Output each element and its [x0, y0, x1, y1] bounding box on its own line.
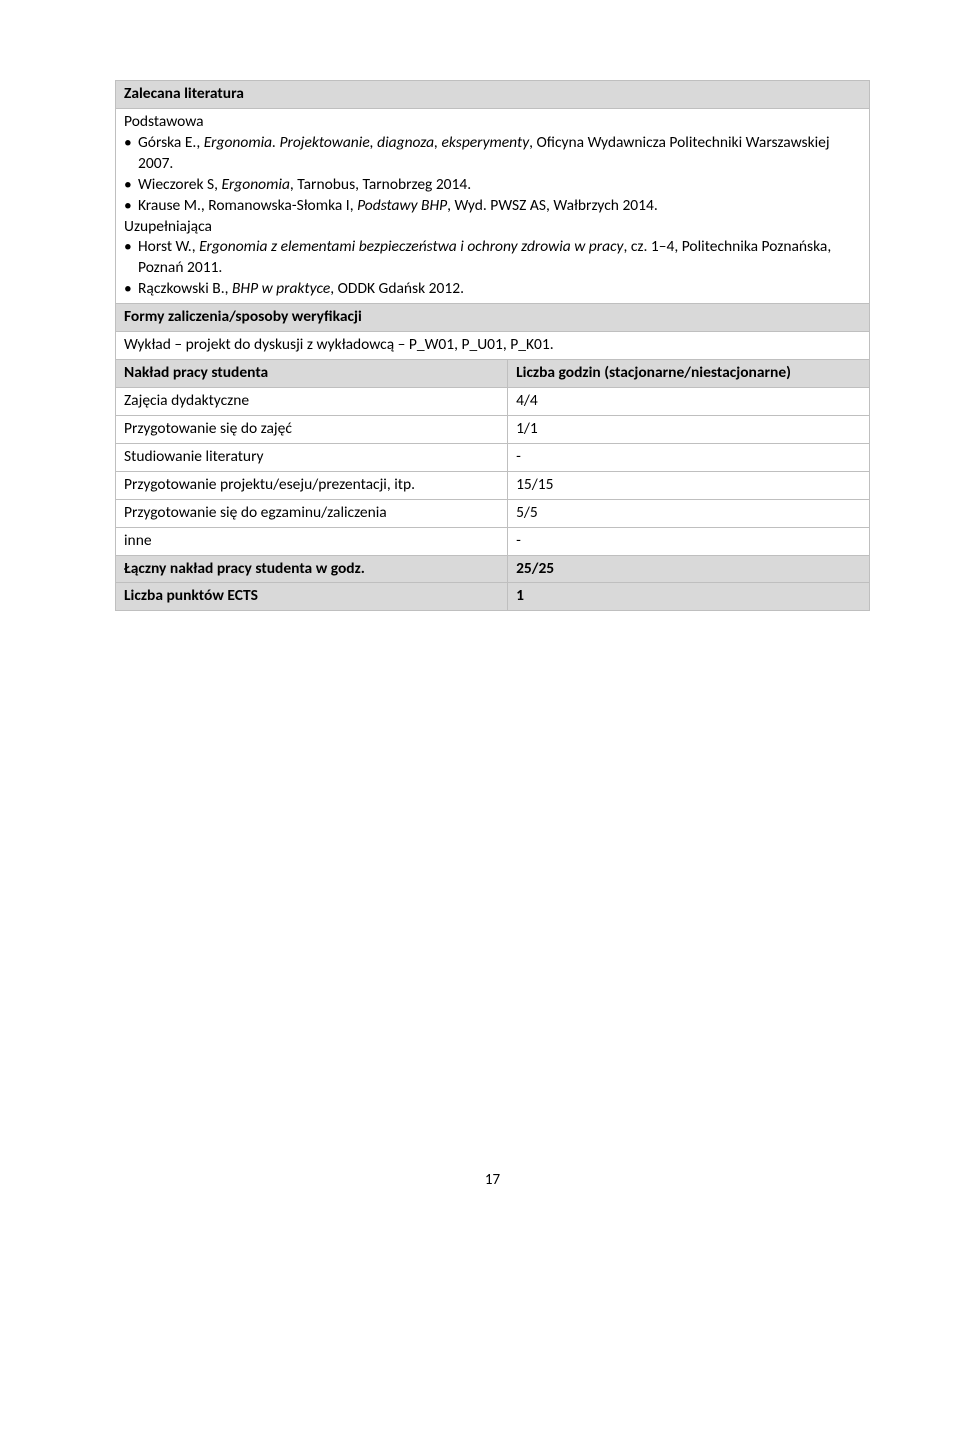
suppl-title: Uzupełniająca [124, 217, 861, 238]
lit-title-italic: Ergonomia z elementami bezpieczeństwa i … [199, 237, 623, 256]
row-ects: Liczba punktów ECTS 1 [116, 583, 870, 611]
forms-text: Wykład – projekt do dyskusji z wykładowc… [116, 332, 870, 360]
row-literature-content: Podstawowa Górska E., Ergonomia. Projekt… [116, 108, 870, 303]
lit-pre: Krause M., Romanowska-Słomka I, [138, 196, 357, 215]
workload-item-value: 1/1 [508, 415, 870, 443]
workload-item-value: 5/5 [508, 499, 870, 527]
workload-item-value: - [508, 527, 870, 555]
list-item: Górska E., Ergonomia. Projektowanie, dia… [138, 133, 861, 175]
workload-right: Liczba godzin (stacjonarne/niestacjonarn… [508, 360, 870, 388]
list-item: Rączkowski B., BHP w praktyce, ODDK Gdań… [138, 279, 861, 300]
workload-item-label: Przygotowanie projektu/eseju/prezentacji… [116, 471, 508, 499]
ects-right: 1 [508, 583, 870, 611]
table-row: Studiowanie literatury - [116, 443, 870, 471]
total-right: 25/25 [508, 555, 870, 583]
page-number: 17 [115, 1171, 870, 1189]
ects-left: Liczba punktów ECTS [116, 583, 508, 611]
lit-post: , Wyd. PWSZ AS, Wałbrzych 2014. [447, 196, 658, 215]
table-row: Przygotowanie projektu/eseju/prezentacji… [116, 471, 870, 499]
list-item: Wieczorek S, Ergonomia, Tarnobus, Tarnob… [138, 175, 861, 196]
row-forms-text: Wykład – projekt do dyskusji z wykładowc… [116, 332, 870, 360]
syllabus-table: Zalecana literatura Podstawowa Górska E.… [115, 80, 870, 611]
lit-pre: Górska E., [138, 133, 204, 152]
table-row: Przygotowanie się do zajęć 1/1 [116, 415, 870, 443]
lit-post: , ODDK Gdańsk 2012. [330, 279, 464, 298]
primary-title: Podstawowa [124, 112, 861, 133]
lit-title-italic: Ergonomia [222, 175, 290, 194]
page-container: Zalecana literatura Podstawowa Górska E.… [0, 0, 960, 1229]
table-row: Przygotowanie się do egzaminu/zaliczenia… [116, 499, 870, 527]
suppl-list: Horst W., Ergonomia z elementami bezpiec… [124, 237, 861, 300]
forms-title: Formy zaliczenia/sposoby weryfikacji [116, 304, 870, 332]
workload-item-label: Studiowanie literatury [116, 443, 508, 471]
lit-pre: Rączkowski B., [138, 279, 232, 298]
workload-item-label: Przygotowanie się do egzaminu/zaliczenia [116, 499, 508, 527]
lit-pre: Horst W., [138, 237, 199, 256]
workload-item-value: 15/15 [508, 471, 870, 499]
lit-title-italic: Ergonomia. Projektowanie, diagnoza, eksp… [204, 133, 529, 152]
lit-title-italic: BHP w praktyce [232, 279, 330, 298]
recommended-lit-title: Zalecana literatura [116, 81, 870, 109]
workload-item-value: - [508, 443, 870, 471]
workload-item-label: Przygotowanie się do zajęć [116, 415, 508, 443]
table-row: inne - [116, 527, 870, 555]
total-left: Łączny nakład pracy studenta w godz. [116, 555, 508, 583]
table-row: Zajęcia dydaktyczne 4/4 [116, 387, 870, 415]
lit-post: , Tarnobus, Tarnobrzeg 2014. [290, 175, 471, 194]
row-forms-title: Formy zaliczenia/sposoby weryfikacji [116, 304, 870, 332]
lit-pre: Wieczorek S, [138, 175, 222, 194]
primary-list: Górska E., Ergonomia. Projektowanie, dia… [124, 133, 861, 217]
lit-title-italic: Podstawy BHP [357, 196, 447, 215]
workload-left: Nakład pracy studenta [116, 360, 508, 388]
workload-item-label: inne [116, 527, 508, 555]
row-recommended-lit: Zalecana literatura [116, 81, 870, 109]
workload-item-label: Zajęcia dydaktyczne [116, 387, 508, 415]
workload-item-value: 4/4 [508, 387, 870, 415]
row-total: Łączny nakład pracy studenta w godz. 25/… [116, 555, 870, 583]
row-workload-header: Nakład pracy studenta Liczba godzin (sta… [116, 360, 870, 388]
literature-cell: Podstawowa Górska E., Ergonomia. Projekt… [116, 108, 870, 303]
list-item: Horst W., Ergonomia z elementami bezpiec… [138, 237, 861, 279]
list-item: Krause M., Romanowska-Słomka I, Podstawy… [138, 196, 861, 217]
